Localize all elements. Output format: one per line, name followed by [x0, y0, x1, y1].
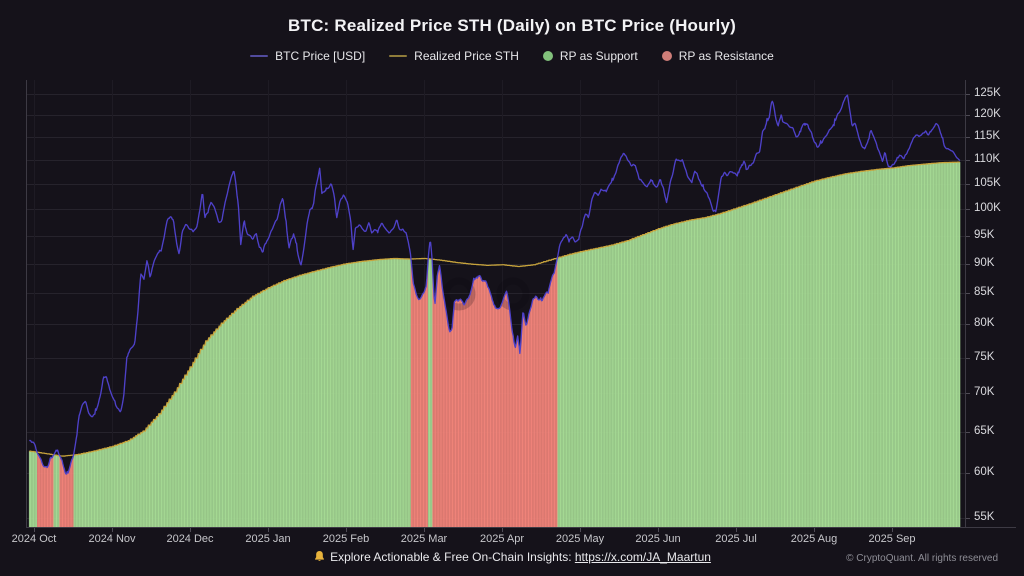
legend-label-rp-resistance: RP as Resistance [678, 49, 774, 63]
copyright-text: © CryptoQuant. All rights reserved [846, 553, 998, 564]
rp-support-dot-swatch [542, 51, 553, 61]
legend-item-rp-resistance[interactable]: RP as Resistance [661, 49, 774, 63]
legend-label-rp-support: RP as Support [559, 49, 638, 63]
chart-legend: BTC Price [USD] Realized Price STH RP as… [0, 49, 1024, 63]
legend-label-realized-price: Realized Price STH [414, 49, 519, 63]
realized-price-line-swatch [389, 54, 408, 58]
bell-icon [313, 550, 326, 566]
promo-text: Explore Actionable & Free On-Chain Insig… [330, 550, 575, 564]
page-title: BTC: Realized Price STH (Daily) on BTC P… [288, 16, 736, 35]
legend-label-btc-price: BTC Price [USD] [275, 49, 366, 63]
btc-price-line-swatch [250, 54, 269, 58]
rp-resistance-dot-swatch [661, 51, 672, 61]
legend-item-rp-support[interactable]: RP as Support [542, 49, 638, 63]
legend-item-btc-price[interactable]: BTC Price [USD] [250, 49, 365, 63]
legend-item-realized-price[interactable]: Realized Price STH [389, 49, 519, 63]
promo-link[interactable]: https://x.com/JA_Maartun [574, 550, 711, 564]
footer-promo: Explore Actionable & Free On-Chain Insig… [0, 550, 1024, 566]
